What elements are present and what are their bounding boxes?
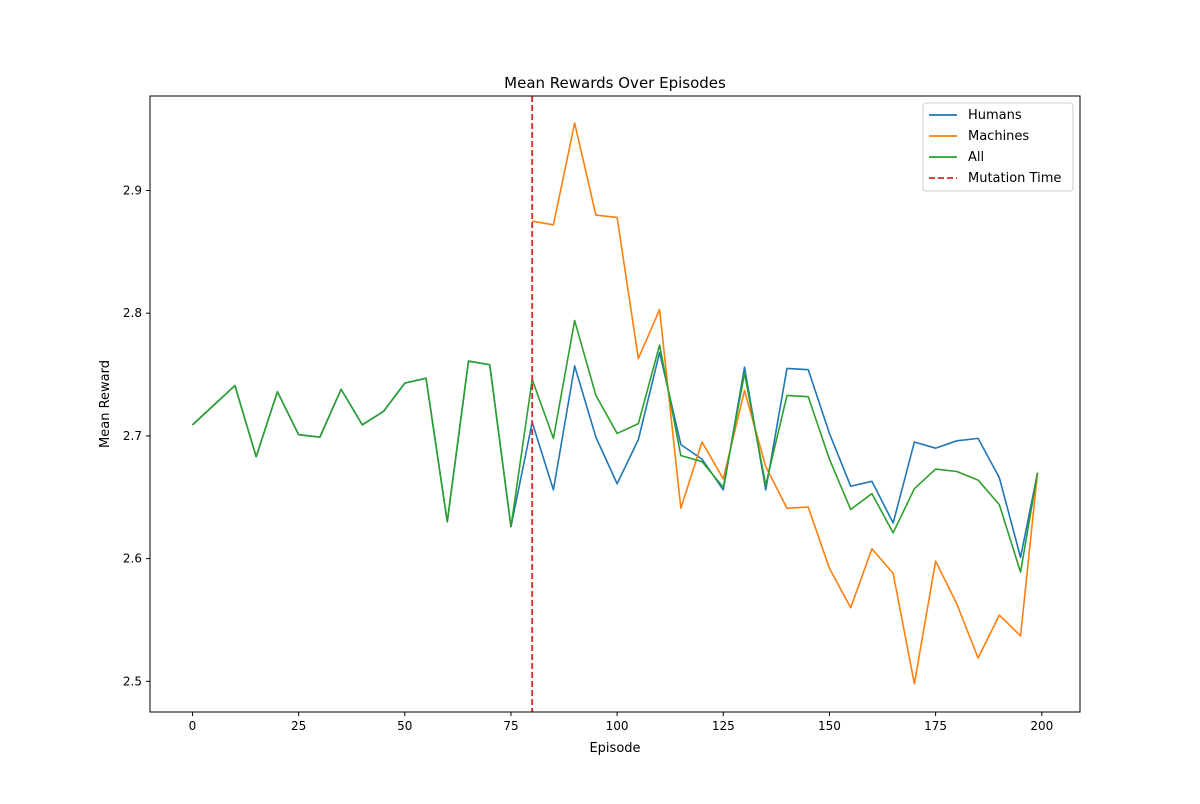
- x-tick-label: 0: [189, 719, 197, 733]
- x-tick-label: 50: [397, 719, 412, 733]
- legend-label: Machines: [968, 129, 1029, 144]
- y-tick-label: 2.5: [123, 674, 142, 688]
- y-tick-label: 2.9: [123, 183, 142, 197]
- x-tick-label: 75: [503, 719, 518, 733]
- legend: Humans Machines All Mutation Time: [922, 102, 1074, 192]
- y-axis-label: Mean Reward: [98, 360, 113, 448]
- x-tick-label: 125: [712, 719, 735, 733]
- x-tick-label: 150: [818, 719, 841, 733]
- x-tick-label: 25: [291, 719, 306, 733]
- legend-box: [922, 102, 1074, 192]
- y-tick-label: 2.7: [123, 429, 142, 443]
- plot-area: 0 25 50 75 100 125 150 175 200 2.5 2.6 2.7 2.8 2.9 Hum…: [123, 95, 1081, 733]
- y-tick-label: 2.6: [123, 552, 142, 566]
- y-tick-label: 2.8: [123, 306, 142, 320]
- x-tick-label: 200: [1030, 719, 1053, 733]
- legend-label: Humans: [968, 108, 1022, 123]
- series-line-machines: [532, 122, 1039, 685]
- x-tick-label: 100: [606, 719, 629, 733]
- series-line-all: [191, 319, 1039, 573]
- x-tick-label: 175: [924, 719, 947, 733]
- legend-label: Mutation Time: [968, 171, 1061, 186]
- legend-label: All: [968, 150, 984, 165]
- chart-title: Mean Rewards Over Episodes: [504, 74, 726, 92]
- axes-frame: [149, 95, 1081, 713]
- x-axis-label: Episode: [589, 741, 640, 756]
